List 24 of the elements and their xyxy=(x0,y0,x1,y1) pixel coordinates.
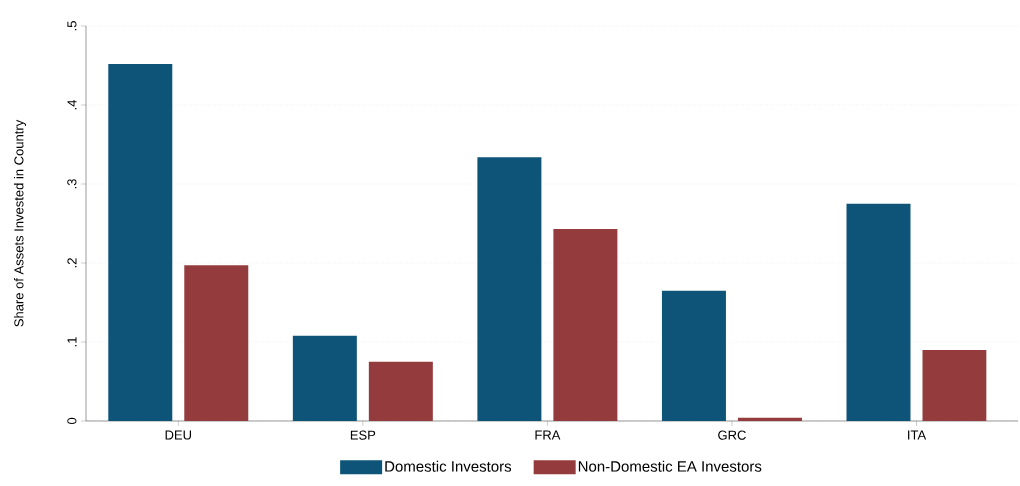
y-tick-label: .4 xyxy=(67,99,77,110)
y-tick-label: 0 xyxy=(67,417,77,425)
x-tick-label: ESP xyxy=(350,430,376,440)
y-axis-title: Share of Assets Invested in Country xyxy=(13,119,27,327)
bar xyxy=(292,335,357,421)
y-tick-label: .1 xyxy=(67,337,77,347)
bar xyxy=(553,229,618,421)
x-tick-label: GRC xyxy=(718,430,746,440)
bar xyxy=(737,417,802,421)
bar xyxy=(184,265,249,421)
y-tick-label: .3 xyxy=(67,179,77,189)
x-tick-label: FRA xyxy=(535,430,561,440)
y-tick-label: .5 xyxy=(67,21,77,31)
legend-label: Non-Domestic EA Investors xyxy=(578,460,762,472)
bar xyxy=(108,63,173,421)
y-tick-label: .2 xyxy=(67,258,77,268)
bar xyxy=(661,290,726,421)
x-tick-label: DEU xyxy=(165,430,192,440)
bar xyxy=(368,361,433,421)
bar xyxy=(922,349,987,421)
legend-label: Domestic Investors xyxy=(385,460,512,472)
x-tick-label: ITA xyxy=(908,430,927,440)
bar xyxy=(477,157,542,421)
bar xyxy=(846,203,911,421)
